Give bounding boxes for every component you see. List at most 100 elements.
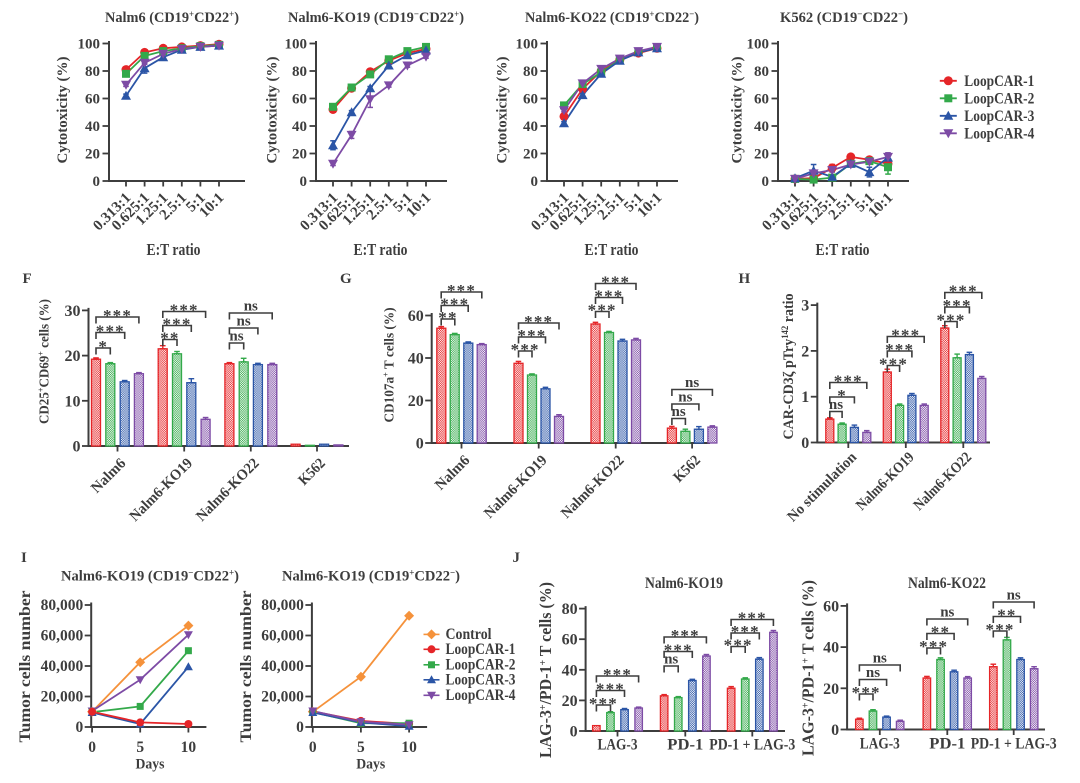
svg-text:CAR-CD3ζ pTry142 ratio: CAR-CD3ζ pTry142 ratio	[781, 294, 797, 440]
svg-text:*: *	[837, 386, 847, 405]
svg-text:CD25+CD69+ cells (%): CD25+CD69+ cells (%)	[36, 299, 53, 424]
svg-text:0: 0	[570, 724, 578, 741]
svg-text:I: I	[21, 550, 27, 566]
svg-text:***: ***	[919, 637, 948, 656]
svg-text:LAG-3+/PD-1+ T cells (%): LAG-3+/PD-1+ T cells (%)	[536, 582, 555, 758]
svg-text:ns: ns	[229, 329, 243, 345]
svg-text:0: 0	[73, 439, 81, 456]
svg-text:E:T ratio: E:T ratio	[585, 240, 639, 259]
svg-text:Nalm6-KO19 (CD19−CD22+): Nalm6-KO19 (CD19−CD22+)	[61, 569, 239, 585]
svg-text:60: 60	[408, 308, 424, 325]
svg-text:2: 2	[801, 343, 809, 360]
svg-text:60: 60	[85, 92, 100, 108]
svg-text:80,000: 80,000	[261, 597, 304, 614]
svg-text:H: H	[739, 271, 751, 287]
svg-text:***: ***	[170, 301, 199, 320]
svg-text:**: **	[160, 329, 179, 348]
svg-text:Nalm6 (CD19+CD22+): Nalm6 (CD19+CD22+)	[105, 10, 239, 26]
svg-text:Tumor cells number: Tumor cells number	[17, 591, 34, 743]
svg-text:F: F	[23, 271, 32, 287]
svg-text:J: J	[513, 550, 521, 566]
svg-text:***: ***	[738, 609, 767, 628]
svg-text:20: 20	[562, 693, 578, 710]
svg-text:***: ***	[162, 315, 191, 334]
svg-text:ns: ns	[685, 375, 699, 391]
svg-text:Tumor cells number: Tumor cells number	[238, 591, 255, 743]
svg-text:***: ***	[524, 312, 553, 331]
svg-text:Days: Days	[356, 757, 385, 773]
svg-text:***: ***	[671, 626, 700, 645]
svg-text:**: **	[997, 606, 1016, 625]
svg-text:***: ***	[603, 665, 632, 684]
svg-text:Control: Control	[446, 626, 493, 643]
svg-text:*: *	[98, 337, 108, 356]
svg-text:***: ***	[949, 282, 978, 301]
svg-text:40: 40	[562, 662, 578, 679]
svg-text:40: 40	[823, 640, 839, 657]
svg-text:0: 0	[93, 174, 101, 190]
svg-text:E:T ratio: E:T ratio	[147, 240, 201, 259]
svg-text:40,000: 40,000	[261, 658, 304, 675]
svg-text:E:T ratio: E:T ratio	[354, 240, 408, 259]
svg-text:3: 3	[801, 298, 809, 315]
svg-text:***: ***	[596, 680, 625, 699]
svg-text:***: ***	[885, 340, 914, 359]
svg-text:ns: ns	[664, 652, 678, 668]
svg-text:Cytotoxicity (%): Cytotoxicity (%)	[55, 56, 71, 163]
svg-text:80: 80	[523, 64, 538, 80]
svg-text:Days: Days	[136, 757, 165, 773]
svg-text:***: ***	[724, 636, 753, 655]
svg-text:***: ***	[986, 620, 1015, 639]
svg-text:Nalm6-KO22 (CD19+CD22−): Nalm6-KO22 (CD19+CD22−)	[525, 10, 699, 26]
svg-text:Nalm6-KO19: Nalm6-KO19	[645, 575, 723, 592]
svg-text:40: 40	[754, 119, 769, 135]
svg-text:***: ***	[517, 326, 546, 345]
svg-text:20,000: 20,000	[41, 689, 84, 706]
svg-text:20: 20	[408, 393, 424, 410]
svg-text:0: 0	[88, 739, 96, 756]
svg-text:0: 0	[309, 739, 317, 756]
svg-text:PD-1: PD-1	[929, 736, 965, 753]
svg-text:10: 10	[401, 739, 417, 756]
svg-text:0: 0	[762, 174, 770, 190]
svg-text:LoopCAR-2: LoopCAR-2	[964, 90, 1034, 107]
svg-text:60: 60	[562, 632, 578, 649]
svg-text:1: 1	[801, 389, 809, 406]
svg-text:***: ***	[943, 296, 972, 315]
svg-text:ns: ns	[866, 665, 880, 681]
svg-text:ns: ns	[829, 397, 843, 413]
svg-text:PD-1: PD-1	[667, 737, 703, 754]
svg-text:ns: ns	[940, 605, 954, 621]
svg-text:Cytotoxicity (%): Cytotoxicity (%)	[265, 56, 281, 163]
svg-text:PD-1 + LAG-3: PD-1 + LAG-3	[971, 736, 1057, 753]
svg-text:10: 10	[65, 393, 81, 410]
svg-text:***: ***	[879, 355, 908, 374]
svg-text:***: ***	[731, 622, 760, 641]
svg-text:LAG-3+/PD-1+ T cells (%): LAG-3+/PD-1+ T cells (%)	[798, 580, 817, 756]
svg-text:80: 80	[292, 64, 307, 80]
svg-text:40: 40	[292, 119, 307, 135]
svg-text:60,000: 60,000	[41, 628, 84, 645]
svg-text:***: ***	[447, 281, 476, 300]
svg-text:0: 0	[801, 435, 809, 452]
svg-text:LoopCAR-3: LoopCAR-3	[964, 108, 1034, 125]
svg-text:**: **	[931, 623, 950, 642]
svg-text:LoopCAR-2: LoopCAR-2	[446, 657, 516, 674]
svg-text:60: 60	[292, 92, 307, 108]
svg-text:***: ***	[834, 372, 863, 391]
svg-text:10: 10	[181, 739, 197, 756]
svg-text:LoopCAR-4: LoopCAR-4	[446, 687, 516, 704]
svg-text:40,000: 40,000	[41, 658, 84, 675]
svg-text:ns: ns	[244, 299, 258, 315]
svg-text:100: 100	[78, 37, 101, 53]
svg-text:LoopCAR-1: LoopCAR-1	[964, 73, 1034, 90]
svg-text:0: 0	[416, 436, 424, 453]
svg-text:20,000: 20,000	[261, 689, 304, 706]
svg-text:LAG-3: LAG-3	[860, 736, 900, 753]
svg-text:100: 100	[285, 37, 308, 53]
svg-text:Cytotoxicity (%): Cytotoxicity (%)	[495, 56, 511, 163]
svg-text:***: ***	[664, 641, 693, 660]
svg-text:0: 0	[531, 174, 539, 190]
svg-text:80: 80	[85, 64, 100, 80]
svg-text:K562 (CD19−CD22−): K562 (CD19−CD22−)	[780, 10, 908, 26]
